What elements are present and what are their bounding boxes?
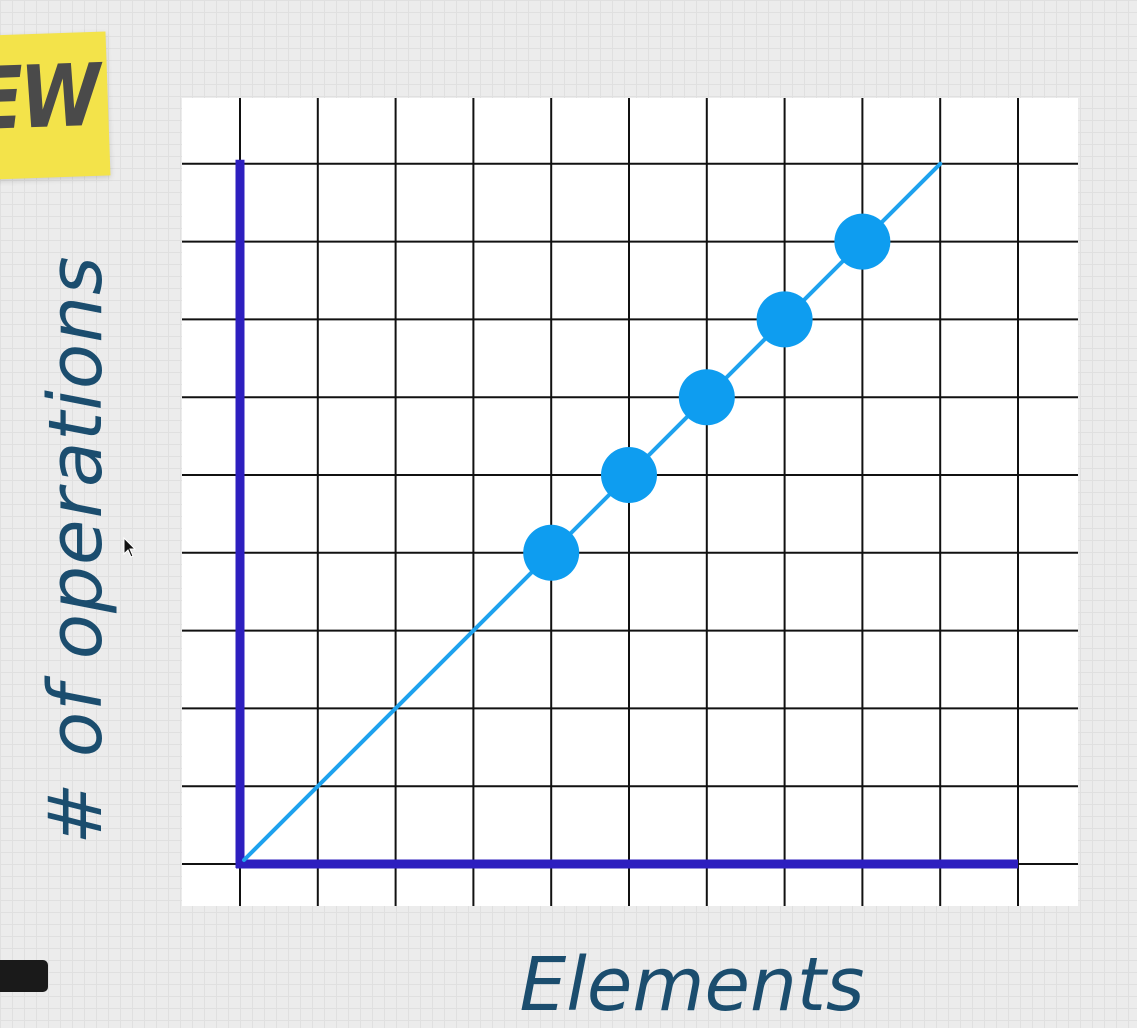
data-points — [523, 213, 891, 581]
data-point — [523, 524, 580, 581]
x-axis-label: Elements — [519, 942, 865, 1028]
data-point — [601, 447, 657, 503]
trend-line-layer — [242, 161, 943, 862]
mouse-pointer-icon — [123, 537, 137, 558]
data-point — [834, 213, 891, 270]
trend-line — [242, 161, 943, 862]
data-point — [756, 291, 813, 348]
data-point — [678, 369, 735, 426]
y-axis-label: # of operations — [33, 255, 119, 845]
dark-tab-fragment — [0, 960, 48, 992]
axes — [235, 159, 1018, 869]
